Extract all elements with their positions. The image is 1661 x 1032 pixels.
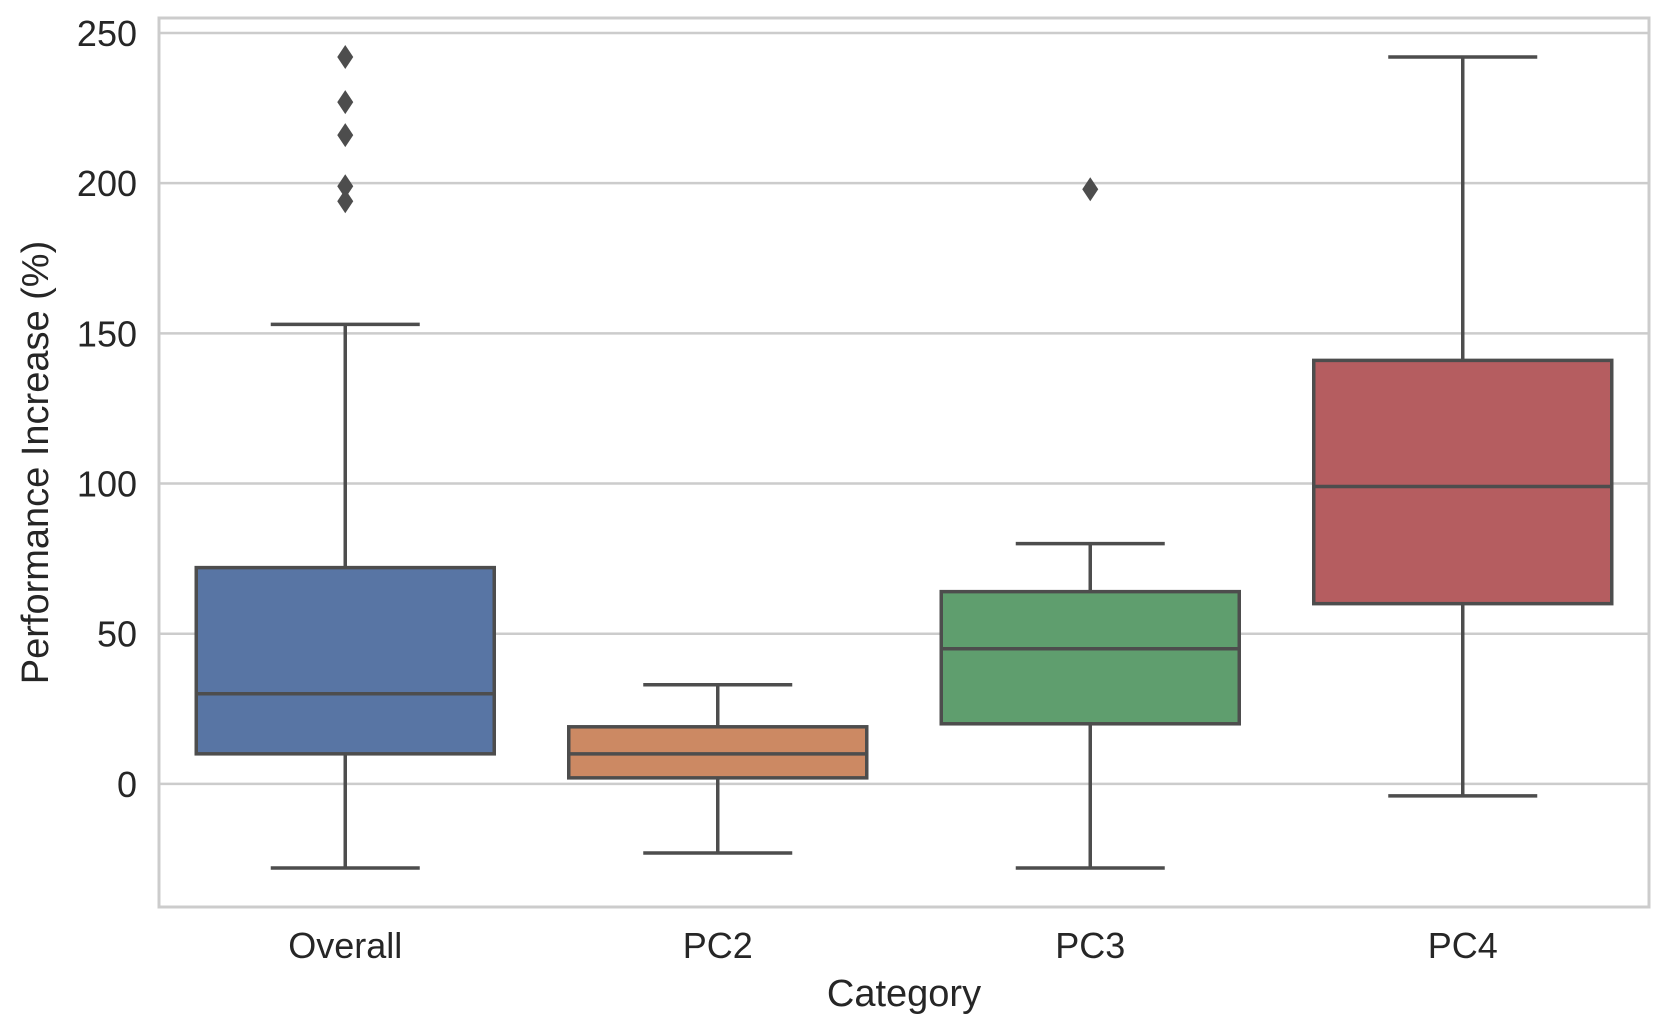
x-tick-label: PC2 [683, 925, 753, 966]
outlier-point [337, 174, 354, 199]
box-overall [194, 45, 496, 870]
outlier-point [1082, 177, 1099, 202]
box-pc2 [567, 683, 869, 855]
y-tick-label: 100 [77, 464, 137, 505]
x-tick-label: PC4 [1428, 925, 1498, 966]
x-tick-label: Overall [288, 925, 402, 966]
box-pc4 [1312, 55, 1614, 798]
outlier-point [337, 90, 354, 115]
outlier-point [337, 45, 354, 70]
x-axis-ticks: Overall PC2 PC3 PC4 [288, 925, 1498, 966]
box-pc3 [939, 177, 1241, 870]
iqr-box [194, 565, 496, 756]
x-tick-label: PC3 [1055, 925, 1125, 966]
plot-frame [157, 16, 1651, 909]
outlier-point [337, 123, 354, 148]
iqr-box [939, 589, 1241, 726]
y-tick-label: 250 [77, 13, 137, 54]
y-tick-label: 50 [97, 614, 137, 655]
y-tick-label: 200 [77, 163, 137, 204]
x-axis-label: Category [827, 973, 981, 1015]
y-tick-label: 0 [117, 764, 137, 805]
box-series [194, 45, 1614, 870]
y-axis-label: Performance Increase (%) [15, 241, 57, 685]
y-tick-label: 150 [77, 313, 137, 354]
y-axis-ticks: 0 50 100 150 200 250 [77, 13, 137, 805]
outlier-point [337, 189, 354, 214]
iqr-box [1312, 358, 1614, 606]
